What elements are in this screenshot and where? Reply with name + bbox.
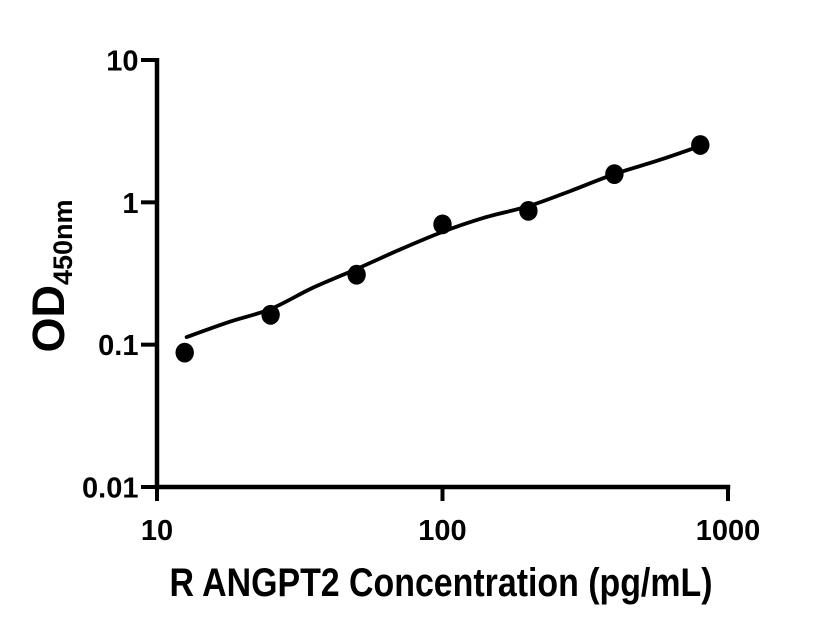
x-tick-label: 1000 [696, 515, 761, 547]
axes [154, 58, 731, 490]
y-axis-ticks: 10 1 0.1 0.01 [82, 46, 157, 505]
data-point [605, 164, 624, 185]
y-axis-title: OD450nm [23, 199, 78, 352]
y-axis-title-main: OD [23, 285, 74, 353]
x-axis-ticks: 10 100 1000 [141, 487, 760, 547]
y-tick-label: 0.1 [98, 330, 138, 362]
data-point [691, 135, 710, 155]
x-tick-label: 100 [418, 515, 466, 547]
y-tick-label: 0.01 [82, 473, 138, 505]
data-point [519, 201, 538, 221]
data-point [433, 214, 452, 235]
x-tick-label: 10 [141, 515, 173, 547]
data-point [261, 304, 280, 325]
x-axis-title: R ANGPT2 Concentration (pg/mL) [170, 561, 713, 605]
y-tick-label: 10 [106, 46, 138, 78]
y-tick-label: 1 [122, 188, 138, 220]
y-axis-title-subscript: 450nm [48, 199, 78, 285]
data-point [175, 342, 194, 363]
data-point [347, 264, 366, 285]
data-points [175, 135, 710, 363]
